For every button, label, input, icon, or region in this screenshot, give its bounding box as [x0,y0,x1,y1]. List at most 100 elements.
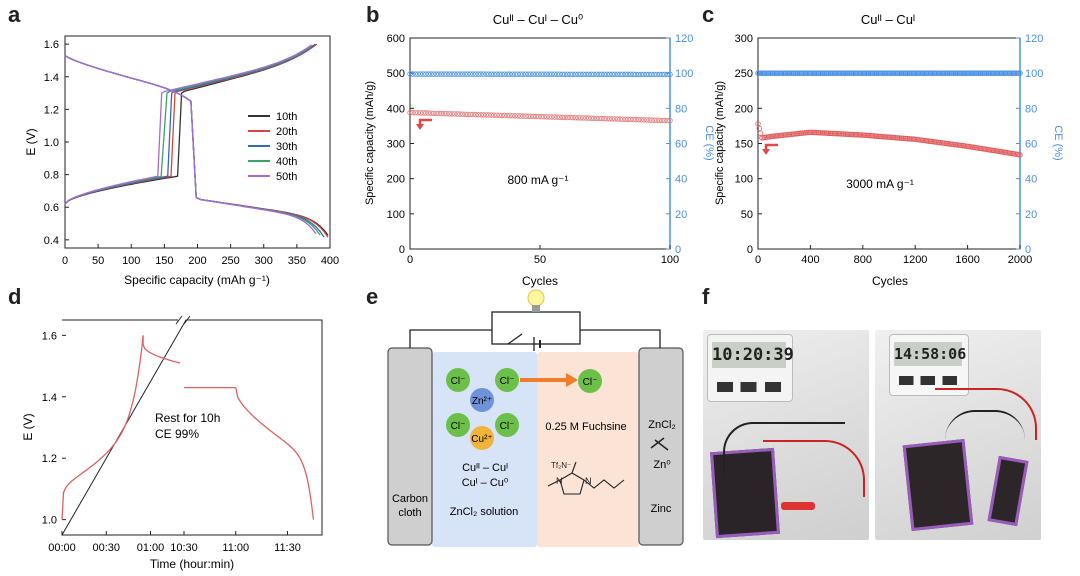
chart-c-rate: 3000 mA g⁻¹ [846,177,914,191]
chart-b-point-capacity [630,116,636,123]
chart-c-xtick-label: 800 [854,254,872,266]
chart-b-point-CE [530,71,537,77]
chart-b-point-CE [499,71,505,77]
chart-b-point-capacity [543,114,550,120]
timer-buttons [899,376,957,385]
chart-b-point-CE [488,71,495,77]
chart-c-point-capacity [757,130,764,136]
chart-b-point-capacity [614,116,621,122]
chart-b-point-capacity [444,110,450,117]
chart-b-point-CE [446,71,453,77]
chart-c-ytick-label: 50 [741,209,753,221]
chart-b-point-CE [585,71,592,77]
chart-b-axis-arrowhead [416,124,424,130]
zinc-electrode [638,347,684,546]
chart-b-point-CE [567,71,573,77]
chart-b-point-capacity [462,111,468,117]
chart-b-point-CE [633,71,639,78]
chart-b-point-capacity [517,113,523,119]
nitrogen-plus-label: N [556,476,563,486]
chart-c-ylabel: Specific capacity (mAh/g) [714,81,726,205]
external-circuit-wire [409,329,661,348]
chart-b-frame [409,37,671,250]
chart-b-point-capacity [522,113,529,119]
chart-b-point-CE [570,71,576,77]
panel-label-e: e [366,284,379,309]
chart-b-point-CE [578,71,584,77]
chart-b-xtick-label: 100 [661,254,679,266]
chart-b-point-capacity [415,110,421,116]
chart-b-point-CE [459,71,466,77]
chart-b-point-capacity [578,115,584,121]
chloride-ion-icon [495,368,519,392]
chart-b-point-capacity [420,110,426,116]
chart-a-ytick-label: 0.6 [44,202,59,214]
chart-b-point-CE [617,71,623,77]
chart-b-point-capacity [425,110,432,116]
chart-b-point-capacity [593,115,600,122]
chart-a-xtick-label: 50 [92,255,104,267]
chart-c-y2label: CE (%) [1052,125,1064,160]
chart-b-point-CE [538,71,544,77]
chart-c-y2tick-label: 60 [1025,139,1037,151]
chart-b-point-CE [627,71,634,77]
chart-b-point-capacity [491,112,497,118]
chart-b-point-capacity [564,114,571,121]
chart-a-ytick-label: 1.4 [44,72,59,84]
equilibrium-arrows [650,437,669,451]
chart-c-y2tick-label: 0 [1025,244,1031,256]
chart-b-point-capacity [664,117,671,124]
chart-a-xtick-label: 250 [221,255,239,267]
battery-pouch-small [987,455,1029,527]
chart-b-point-capacity [525,113,531,119]
anion-label: Tf₂N⁻ [551,461,571,470]
carbon-cloth-label-2: cloth [398,507,421,519]
chart-b-point-CE [525,71,531,77]
chart-c-title: Cuᴵᴵ – Cuᴵ [861,12,915,27]
chart-b-point-capacity [494,112,500,118]
chart-b-point-CE [638,71,644,78]
chart-b-point-capacity [423,110,429,116]
chart-b-point-capacity [473,111,479,118]
chart-a-xtick-label: 100 [122,255,140,267]
chart-b-point-capacity [662,117,668,124]
zncl2-label: ZnCl₂ [648,419,676,431]
chart-b-point-capacity [496,112,502,118]
chart-b-y2tick-label: 80 [675,103,687,115]
chart-d-ytick-label: 1.6 [42,330,57,342]
chart-b-point-CE [457,71,463,77]
chart-b-point-capacity [651,117,657,123]
chart-b-point-capacity [562,114,568,121]
photo-battery-left: 10:20:39 [703,330,869,540]
chart-c-y2tick-label: 120 [1025,33,1043,45]
chart-b-point-CE [604,71,610,77]
chart-b-point-capacity [585,115,592,121]
chart-b-point-capacity [641,117,647,123]
chart-b-point-capacity [441,110,447,117]
battery-pouch [902,438,974,532]
chart-c-y2tick-label: 80 [1025,103,1037,115]
chart-b-point-CE [433,71,439,77]
panel-label-f: f [702,284,710,309]
chart-b-point-capacity [622,116,629,122]
chart-b-point-CE [467,71,474,77]
chart-b-point-CE [517,71,523,77]
zn-ion-label: Zn²⁺ [472,396,492,407]
chart-b-point-capacity [656,117,663,123]
chart-b-point-capacity [541,113,547,120]
chart-c-ytick-label: 200 [735,103,753,115]
chart-b-point-CE [667,71,673,78]
chart-b-point-capacity [609,116,615,122]
chart-b-point-CE [473,71,479,77]
chart-b-xlabel: Cycles [522,274,558,288]
chart-d-ytick-label: 1.2 [42,453,57,465]
chart-b-ytick-label: 200 [387,174,405,186]
cl-ion-label: Cl⁻ [451,421,466,432]
chart-b-point-capacity [459,111,466,117]
cu-ion-label: Cu²⁺ [471,434,492,445]
chart-a-ytick-label: 1.6 [44,39,59,51]
chart-b-point-capacity [599,115,605,122]
chart-b-point-CE [620,71,626,77]
chart-b-point-capacity [486,112,492,118]
chart-a-ytick-label: 0.4 [44,235,59,247]
